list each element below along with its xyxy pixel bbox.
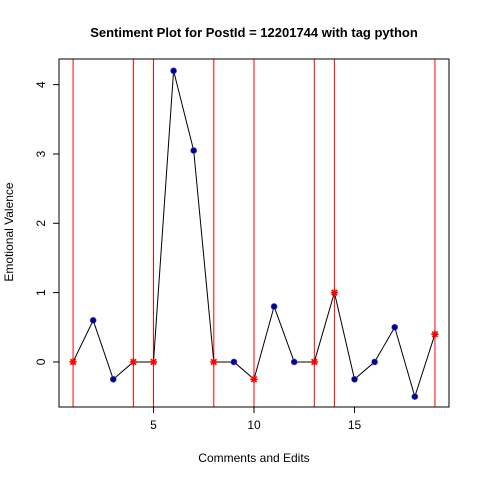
comment-point-11 (270, 303, 278, 310)
comment-point-2 (89, 317, 97, 324)
edit-point-14 (330, 289, 339, 297)
edit-point-10 (250, 375, 258, 383)
comment-point-17 (391, 323, 399, 331)
vertical-markers (72, 59, 436, 407)
series-segment-9 (233, 361, 255, 380)
x-tick-label-15: 15 (348, 418, 362, 432)
series-segment-13 (313, 292, 335, 363)
edit-point-stroke (69, 358, 77, 366)
plot-frame (58, 58, 450, 408)
comment-point-3 (109, 375, 117, 383)
comment-point-12 (290, 358, 298, 366)
x-axis-label: Comments and Edits (198, 451, 309, 465)
series-segment-14 (333, 292, 356, 380)
series-segment-6 (173, 70, 195, 151)
edit-point-19 (431, 330, 439, 338)
comment-point-15 (351, 375, 358, 383)
comment-point-7 (190, 147, 197, 154)
x-tick-label-5: 5 (150, 418, 157, 432)
series-segment-5 (152, 70, 175, 362)
series-segment-18 (414, 334, 436, 397)
comment-point-16 (371, 358, 378, 366)
series-segment-10 (253, 306, 275, 380)
edit-point-8 (210, 358, 218, 366)
edit-point-stroke (130, 358, 137, 366)
edit-point-5 (149, 358, 158, 366)
y-tick-label-0: 0 (34, 358, 48, 365)
edit-point-4 (129, 358, 137, 366)
y-tick-label-4: 4 (34, 81, 48, 88)
edit-point-stroke (311, 358, 318, 366)
series-segment-2 (92, 320, 114, 380)
data-points (69, 67, 439, 400)
series-segment-7 (193, 150, 215, 362)
series-segment-3 (112, 361, 134, 380)
edit-point-stroke (331, 289, 338, 296)
y-tick-label-3: 3 (34, 150, 48, 157)
comment-point-9 (230, 358, 238, 366)
series-segment-17 (394, 327, 416, 397)
y-tick-label-1: 1 (34, 289, 48, 296)
axes: 5 10 15 0 1 2 3 4 (34, 81, 362, 432)
edit-point-stroke (150, 358, 157, 366)
edit-point-1 (69, 358, 77, 366)
edit-point-13 (310, 358, 318, 366)
edit-point-stroke (210, 358, 218, 366)
series-segment-11 (273, 306, 295, 363)
edit-point-stroke (431, 330, 439, 338)
x-tick-label-10: 10 (247, 418, 261, 432)
comment-point-18 (411, 393, 419, 400)
chart-title: Sentiment Plot for PostId = 12201744 wit… (90, 25, 418, 40)
y-tick-label-2: 2 (34, 220, 48, 227)
comment-point-6 (170, 67, 177, 75)
series-segment-1 (72, 320, 94, 363)
series-segment-15 (354, 361, 375, 380)
edit-point-stroke (250, 376, 258, 383)
series-segment-16 (374, 327, 396, 363)
y-axis-label: Emotional Valence (2, 182, 16, 281)
